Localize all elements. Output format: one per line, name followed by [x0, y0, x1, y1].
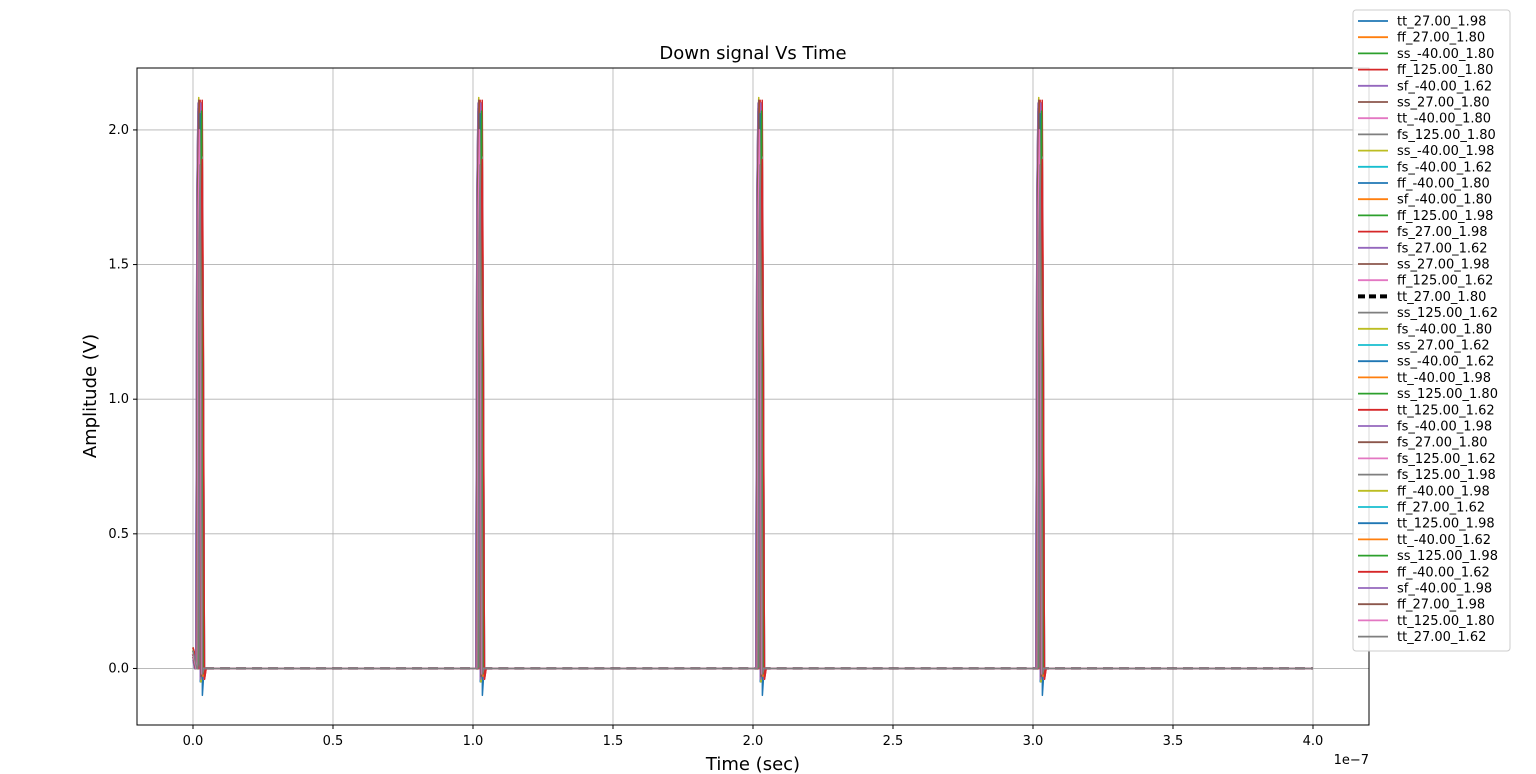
x-axis-offset-label: 1e−7 [1334, 753, 1369, 768]
x-axis-label: Time (sec) [705, 754, 800, 774]
series-layer [191, 96, 1313, 697]
legend-label: ff_-40.00_1.62 [1397, 565, 1490, 580]
legend-label: tt_-40.00_1.80 [1397, 112, 1491, 127]
legend-label: ff_-40.00_1.98 [1397, 484, 1490, 499]
legend-label: fs_125.00_1.80 [1397, 128, 1496, 143]
legend-label: tt_27.00_1.98 [1397, 15, 1486, 30]
chart-title: Down signal Vs Time [659, 43, 846, 64]
legend-items: tt_27.00_1.98ff_27.00_1.80ss_-40.00_1.80… [1358, 15, 1498, 645]
series-line [192, 164, 1313, 675]
legend-label: tt_125.00_1.98 [1397, 517, 1495, 532]
y-tick-label: 1.5 [108, 258, 129, 273]
legend-label: ff_27.00_1.98 [1397, 598, 1485, 613]
legend-label: fs_125.00_1.62 [1397, 452, 1496, 467]
y-tick-label: 2.0 [108, 123, 129, 138]
legend-label: ss_-40.00_1.62 [1397, 355, 1494, 370]
x-tick-label: 1.5 [603, 734, 624, 749]
x-tick-label: 4.0 [1303, 734, 1324, 749]
legend-label: fs_125.00_1.98 [1397, 468, 1496, 483]
legend-label: ff_27.00_1.62 [1397, 501, 1485, 516]
legend-label: fs_-40.00_1.80 [1397, 322, 1492, 337]
x-tick-label: 0.5 [323, 734, 344, 749]
y-tick-label: 1.0 [108, 392, 129, 407]
legend-label: ff_125.00_1.62 [1397, 274, 1493, 289]
legend-label: fs_27.00_1.80 [1397, 436, 1488, 451]
y-axis-label: Amplitude (V) [80, 334, 101, 458]
legend-label: ss_27.00_1.62 [1397, 339, 1490, 354]
legend-label: tt_-40.00_1.62 [1397, 533, 1491, 548]
legend-label: tt_125.00_1.80 [1397, 614, 1495, 629]
legend-label: ff_125.00_1.80 [1397, 63, 1493, 78]
x-tick-label: 2.5 [883, 734, 904, 749]
legend-label: sf_-40.00_1.62 [1397, 79, 1492, 94]
legend-label: sf_-40.00_1.80 [1397, 193, 1492, 208]
legend-label: ss_125.00_1.80 [1397, 387, 1498, 402]
legend-frame [1352, 9, 1511, 652]
x-axis-ticks: 0.0 0.5 1.0 1.5 2.0 2.5 3.0 3.5 4.0 [183, 725, 1324, 749]
legend-label: fs_-40.00_1.98 [1397, 420, 1492, 435]
legend-label: tt_27.00_1.62 [1397, 630, 1486, 645]
legend-label: ss_125.00_1.98 [1397, 549, 1498, 564]
legend-label: tt_125.00_1.62 [1397, 403, 1495, 418]
legend-label: fs_-40.00_1.62 [1397, 160, 1492, 175]
legend-label: ss_-40.00_1.98 [1397, 144, 1494, 159]
legend-label: ss_27.00_1.98 [1397, 258, 1490, 273]
y-axis-ticks: 0.0 0.5 1.0 1.5 2.0 [108, 123, 137, 676]
legend-label: ff_27.00_1.80 [1397, 31, 1485, 46]
legend-label: ss_125.00_1.62 [1397, 306, 1498, 321]
legend-label: tt_27.00_1.80 [1397, 290, 1486, 305]
x-tick-label: 1.0 [463, 734, 484, 749]
legend-label: fs_27.00_1.62 [1397, 241, 1488, 256]
x-tick-label: 3.5 [1163, 734, 1184, 749]
legend-label: sf_-40.00_1.98 [1397, 582, 1492, 597]
legend-label: ff_-40.00_1.80 [1397, 177, 1490, 192]
y-tick-label: 0.0 [108, 661, 129, 676]
y-tick-label: 0.5 [108, 527, 129, 542]
x-tick-label: 2.0 [743, 734, 764, 749]
x-tick-label: 3.0 [1023, 734, 1044, 749]
legend-label: ss_-40.00_1.80 [1397, 47, 1494, 62]
legend-label: tt_-40.00_1.98 [1397, 371, 1491, 386]
legend: tt_27.00_1.98ff_27.00_1.80ss_-40.00_1.80… [1352, 9, 1511, 652]
legend-label: ff_125.00_1.98 [1397, 209, 1493, 224]
legend-label: fs_27.00_1.98 [1397, 225, 1488, 240]
x-tick-label: 0.0 [183, 734, 204, 749]
legend-label: ss_27.00_1.80 [1397, 96, 1490, 111]
